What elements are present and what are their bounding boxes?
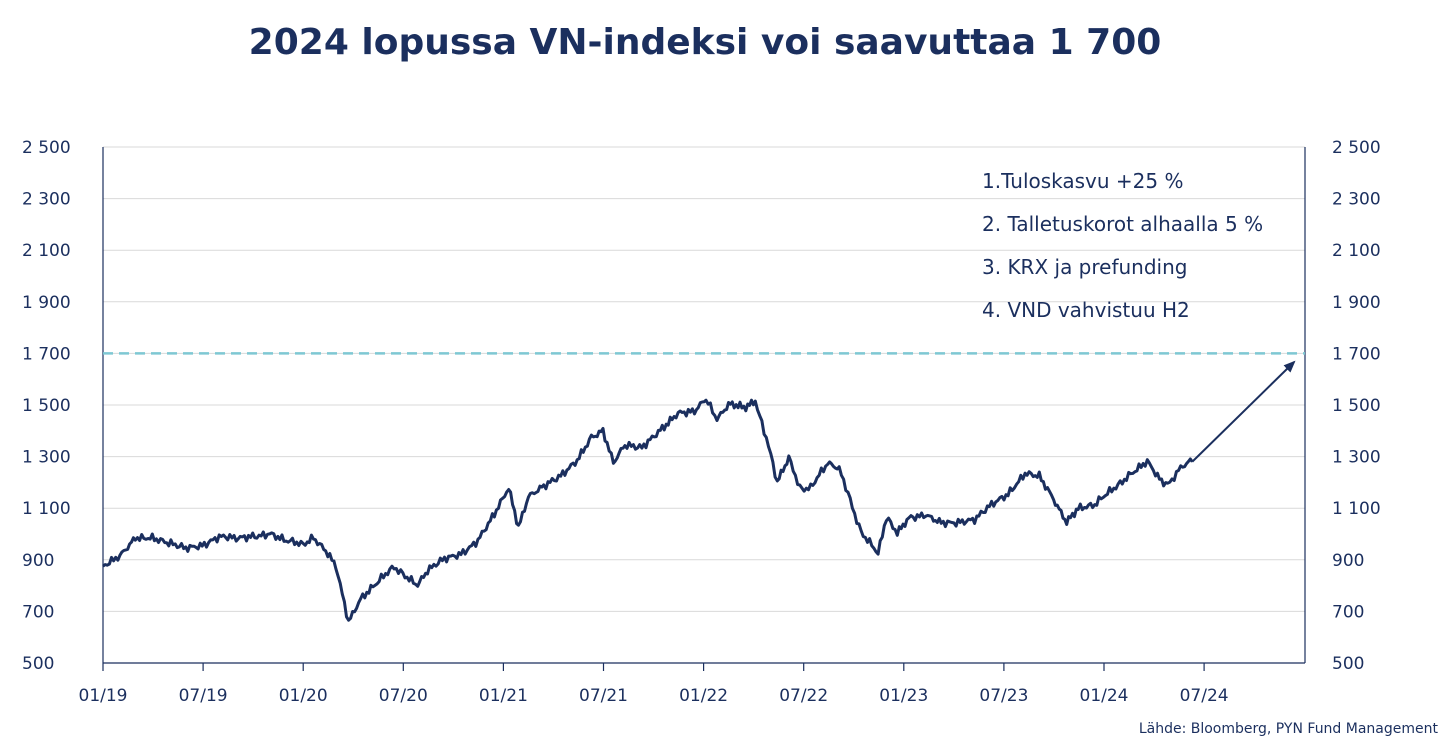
x-axis-labels: 01/19 07/19 01/20 07/20 01/21 07/21 01/22 07/22… (79, 686, 1229, 706)
y-tick-label-left: 2 300 (22, 190, 71, 210)
y-tick-label-right: 1 300 (1332, 448, 1381, 468)
y-tick-label-right: 900 (1332, 551, 1364, 571)
y-tick-label-right: 2 300 (1332, 190, 1381, 210)
gridlines (103, 146, 1305, 612)
x-tick-label: 07/20 (379, 686, 428, 706)
y-tick-label-right: 1 500 (1332, 396, 1381, 416)
y-tick-label-right: 1 700 (1332, 344, 1381, 364)
x-tick-label: 01/20 (279, 686, 328, 706)
y-tick-label-right: 2 100 (1332, 241, 1381, 261)
x-tick-label: 01/22 (679, 686, 728, 706)
y-tick-label-left: 1 100 (22, 499, 71, 519)
y-tick-label-left: 1 900 (22, 293, 71, 313)
annotation-item: 1.Tuloskasvu +25 % (982, 169, 1184, 193)
y-tick-label-left: 500 (22, 654, 54, 674)
x-tick-label: 01/23 (879, 686, 928, 706)
y-tick-label-right: 700 (1332, 602, 1364, 622)
y-tick-label-left: 1 300 (22, 448, 71, 468)
annotation-item: 4. VND vahvistuu H2 (982, 298, 1190, 322)
x-tick-label: 07/19 (179, 686, 228, 706)
x-tick-label: 01/19 (79, 686, 128, 706)
y-axis-labels-right: 2 500 2 300 2 100 1 900 1 700 1 500 1 300 1 100… (1332, 138, 1381, 674)
y-tick-label-left: 2 500 (22, 138, 71, 158)
y-axis-labels-left: 2 500 2 300 2 100 1 900 1 700 1 500 1 300 1 100… (22, 138, 71, 674)
x-tick-label: 01/24 (1080, 686, 1129, 706)
x-tick-label: 01/21 (479, 686, 528, 706)
y-tick-label-left: 900 (22, 551, 54, 571)
chart-title: 2024 lopussa VN-indeksi voi saavuttaa 1 … (248, 22, 1162, 63)
x-tick-label: 07/24 (1180, 686, 1229, 706)
y-tick-label-left: 700 (22, 602, 54, 622)
annotation-list: 1.Tuloskasvu +25 % 2. Talletuskorot alhaa… (982, 169, 1263, 322)
y-tick-label-right: 2 500 (1332, 138, 1381, 158)
y-tick-label-right: 500 (1332, 654, 1364, 674)
y-tick-label-right: 1 100 (1332, 499, 1381, 519)
y-tick-label-left: 1 700 (22, 344, 71, 364)
projection-arrow (1191, 360, 1296, 463)
x-tick-label: 07/23 (979, 686, 1028, 706)
series-group (102, 360, 1296, 622)
y-tick-label-left: 2 100 (22, 241, 71, 261)
y-tick-label-right: 1 900 (1332, 293, 1381, 313)
annotation-item: 3. KRX ja prefunding (982, 255, 1187, 279)
x-tick-label: 07/21 (579, 686, 628, 706)
annotation-item: 2. Talletuskorot alhaalla 5 % (982, 212, 1263, 236)
axes (102, 147, 1306, 671)
series-line (102, 398, 1194, 622)
x-tick-label: 07/22 (779, 686, 828, 706)
source-note: Lähde: Bloomberg, PYN Fund Management (1138, 721, 1438, 737)
y-tick-label-left: 1 500 (22, 396, 71, 416)
